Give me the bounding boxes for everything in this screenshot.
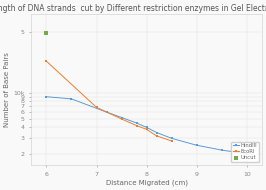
X-axis label: Distance Migrated (cm): Distance Migrated (cm): [106, 179, 188, 186]
HindIII: [45, 96, 48, 98]
Title: Length of DNA strands  cut by Different restriction enzymes in Gel Electrophores: Length of DNA strands cut by Different r…: [0, 4, 266, 13]
HindIII: [120, 116, 123, 119]
EcoRI: [170, 140, 173, 142]
EcoRI: [135, 124, 138, 127]
HindIII: [245, 153, 248, 155]
EcoRI: [145, 128, 148, 131]
Line: HindIII: HindIII: [45, 96, 248, 155]
HindIII: [135, 122, 138, 124]
EcoRI: [95, 106, 98, 108]
HindIII: [155, 131, 158, 134]
Legend: HindIII, EcoRI, Uncut: HindIII, EcoRI, Uncut: [231, 142, 259, 162]
HindIII: [70, 98, 73, 100]
EcoRI: [155, 135, 158, 137]
HindIII: [195, 144, 198, 146]
EcoRI: [120, 118, 123, 120]
HindIII: [145, 126, 148, 129]
EcoRI: [45, 60, 48, 62]
HindIII: [220, 149, 223, 151]
HindIII: [105, 111, 108, 113]
Y-axis label: Number of Base Pairs: Number of Base Pairs: [4, 52, 10, 127]
HindIII: [170, 137, 173, 139]
Line: EcoRI: EcoRI: [45, 60, 173, 142]
